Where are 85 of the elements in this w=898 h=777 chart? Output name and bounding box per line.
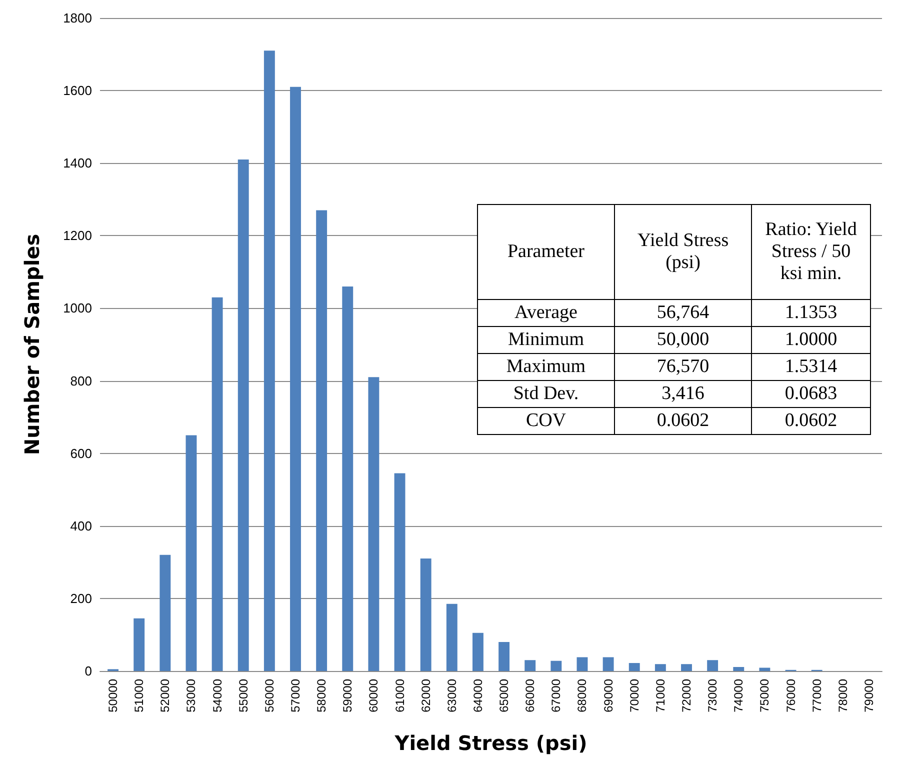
x-tick-label: 53000 bbox=[184, 678, 198, 712]
annotation: Average bbox=[478, 300, 614, 326]
x-tick-label: 62000 bbox=[418, 678, 433, 712]
x-tick-label: 58000 bbox=[314, 678, 329, 712]
annotation: 1.5314 bbox=[752, 354, 870, 380]
y-tick-label: 800 bbox=[70, 373, 92, 388]
bar bbox=[134, 618, 145, 671]
bar bbox=[524, 660, 536, 671]
x-tick-label: 61000 bbox=[392, 678, 407, 712]
bar bbox=[368, 377, 380, 671]
bar bbox=[550, 660, 562, 671]
annotation: Maximum bbox=[478, 354, 614, 380]
annotation: 3,416 bbox=[614, 380, 752, 408]
annotation: Parameter bbox=[478, 204, 614, 300]
x-tick-label: 71000 bbox=[653, 678, 668, 712]
annotation: 0.0602 bbox=[752, 408, 870, 434]
x-tick-label: 76000 bbox=[784, 678, 798, 712]
x-tick-label: 70000 bbox=[627, 678, 642, 712]
annotation: Minimum bbox=[478, 326, 614, 354]
x-tick-label: 60000 bbox=[366, 678, 381, 712]
x-tick-label: 52000 bbox=[158, 678, 172, 712]
x-tick-label: 63000 bbox=[444, 678, 459, 712]
x-tick-label: 54000 bbox=[210, 678, 224, 712]
x-tick-label: 72000 bbox=[680, 678, 694, 712]
bar bbox=[681, 664, 692, 671]
x-tick-label: 74000 bbox=[732, 678, 746, 712]
bar bbox=[212, 297, 223, 671]
bar bbox=[446, 604, 458, 671]
annotation: Yield Stress (psi) bbox=[614, 204, 752, 300]
x-tick-label: 69000 bbox=[601, 678, 616, 712]
annotation: 0.0683 bbox=[752, 380, 870, 408]
bar bbox=[707, 660, 718, 671]
x-tick-label: 77000 bbox=[810, 678, 824, 712]
x-tick-label: 50000 bbox=[106, 678, 120, 712]
x-axis-title: Yield Stress (psi) bbox=[394, 731, 588, 755]
bar bbox=[290, 86, 301, 671]
y-tick-label: 200 bbox=[70, 590, 92, 606]
annotation: Std Dev. bbox=[478, 380, 614, 408]
annotation: 76,570 bbox=[614, 354, 752, 380]
annotation: 50,000 bbox=[614, 326, 752, 354]
y-tick-label: 1800 bbox=[63, 10, 92, 26]
x-tick-label: 56000 bbox=[262, 678, 276, 712]
bar bbox=[160, 554, 171, 671]
y-tick-label: 1000 bbox=[63, 300, 92, 316]
bar bbox=[733, 667, 744, 671]
y-tick-label: 600 bbox=[70, 446, 92, 461]
bar bbox=[576, 657, 588, 671]
bar bbox=[264, 50, 275, 671]
bar bbox=[238, 159, 249, 671]
x-tick-label: 75000 bbox=[758, 678, 772, 712]
annotation: 1.1353 bbox=[752, 300, 870, 326]
x-tick-label: 66000 bbox=[523, 678, 538, 712]
bar bbox=[342, 286, 354, 671]
annotation: Ratio: Yield Stress / 50 ksi min. bbox=[752, 204, 870, 300]
annotation: 1.0000 bbox=[752, 326, 870, 354]
x-tick-label: 78000 bbox=[836, 678, 850, 712]
x-tick-label: 67000 bbox=[549, 678, 564, 712]
y-tick-label: 400 bbox=[70, 518, 92, 534]
x-tick-label: 64000 bbox=[470, 678, 485, 712]
x-tick-label: 73000 bbox=[706, 678, 720, 712]
annotation: COV bbox=[478, 408, 614, 434]
y-tick-label: 1200 bbox=[63, 228, 92, 244]
bar bbox=[602, 657, 614, 671]
x-tick-label: 68000 bbox=[575, 678, 590, 712]
x-tick-label: 59000 bbox=[340, 678, 355, 712]
annotation: 56,764 bbox=[614, 300, 752, 326]
annotation: 0.0602 bbox=[614, 408, 752, 434]
y-axis-title: Number of Samples bbox=[20, 234, 44, 456]
bar bbox=[498, 642, 510, 671]
x-tick-label: 51000 bbox=[132, 678, 146, 712]
bar bbox=[420, 558, 432, 671]
x-tick-label: 55000 bbox=[236, 678, 250, 712]
x-tick-label: 79000 bbox=[862, 678, 876, 712]
y-tick-label: 1600 bbox=[63, 83, 92, 98]
bar bbox=[628, 663, 640, 671]
x-tick-label: 65000 bbox=[497, 678, 512, 712]
x-tick-label: 57000 bbox=[288, 678, 302, 712]
bar bbox=[654, 664, 666, 671]
bar bbox=[394, 473, 406, 671]
bar bbox=[759, 668, 770, 671]
bar bbox=[472, 632, 484, 671]
y-tick-label: 1400 bbox=[63, 156, 92, 171]
bar bbox=[316, 210, 328, 671]
y-tick-label: 0 bbox=[84, 664, 92, 678]
bar bbox=[186, 435, 197, 671]
